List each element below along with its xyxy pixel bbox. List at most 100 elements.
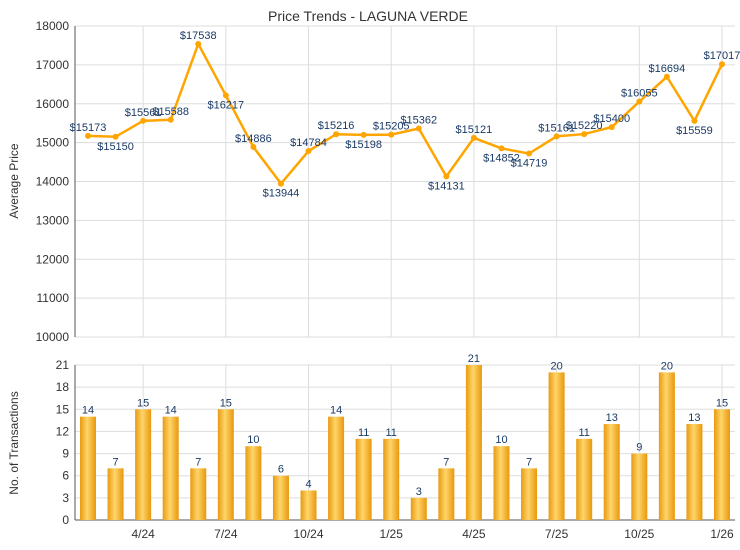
price-point — [498, 145, 505, 152]
transactions-data-label: 20 — [661, 360, 673, 372]
transactions-data-label: 10 — [247, 434, 259, 446]
transactions-data-label: 20 — [550, 360, 562, 372]
transactions-data-label: 14 — [165, 405, 177, 417]
price-data-label: $15150 — [97, 141, 134, 153]
transactions-y-tick-label: 9 — [62, 447, 69, 461]
transactions-bar — [576, 438, 593, 520]
price-y-tick-label: 13000 — [36, 213, 70, 227]
transactions-data-label: 11 — [386, 427, 397, 439]
price-data-label: $15161 — [538, 122, 575, 134]
transactions-data-label: 14 — [330, 405, 342, 417]
transactions-bar — [521, 468, 538, 520]
price-point — [250, 144, 257, 151]
price-point — [663, 73, 670, 80]
price-point — [305, 148, 312, 155]
price-y-tick-label: 14000 — [36, 175, 70, 189]
transactions-y-tick-label: 0 — [62, 513, 69, 527]
price-data-label: $15561 — [125, 107, 162, 119]
price-data-label: $14719 — [511, 158, 548, 170]
price-data-label: $16694 — [649, 63, 686, 75]
transactions-bar — [438, 468, 455, 520]
price-data-label: $15198 — [345, 139, 382, 151]
transactions-data-label: 7 — [113, 456, 119, 468]
price-data-label: $17017 — [704, 50, 740, 62]
price-point — [608, 124, 615, 131]
price-point — [222, 92, 229, 99]
price-y-tick-label: 12000 — [36, 252, 70, 266]
price-y-tick-label: 17000 — [36, 58, 70, 72]
price-data-label: $15400 — [593, 113, 630, 125]
price-point — [112, 133, 119, 140]
x-tick-label: 10/24 — [294, 527, 324, 541]
transactions-data-label: 7 — [443, 456, 449, 468]
transactions-bar — [714, 409, 730, 520]
price-point — [719, 61, 725, 68]
price-data-label: $15216 — [318, 120, 355, 132]
price-point — [636, 98, 643, 105]
transactions-bar — [245, 446, 262, 520]
transactions-bar — [328, 416, 345, 520]
price-y-tick-label: 11000 — [37, 291, 70, 305]
price-point — [470, 134, 477, 141]
price-line — [87, 40, 724, 186]
price-point — [277, 180, 284, 187]
transactions-data-label: 10 — [495, 434, 507, 446]
transactions-bar — [300, 490, 317, 520]
price-data-label: $15220 — [566, 120, 603, 132]
price-point — [167, 116, 174, 123]
transactions-bar — [410, 497, 427, 520]
price-point — [443, 173, 450, 180]
transactions-bar — [383, 438, 400, 520]
transactions-data-label: 21 — [468, 353, 480, 365]
transactions-data-label: 13 — [688, 412, 700, 424]
transactions-data-label: 11 — [358, 427, 369, 439]
price-point — [415, 125, 422, 132]
price-y-tick-label: 18000 — [36, 19, 70, 33]
transactions-data-label: 15 — [220, 397, 232, 409]
price-point — [85, 132, 91, 139]
transactions-data-label: 6 — [278, 464, 284, 476]
transactions-bar — [190, 468, 207, 520]
x-tick-label: 1/25 — [380, 527, 404, 541]
transactions-data-label: 11 — [578, 427, 589, 439]
price-point — [195, 40, 202, 47]
x-tick-label: 7/24 — [214, 527, 238, 541]
price-y-tick-label: 16000 — [36, 97, 70, 111]
transactions-data-label: 4 — [305, 478, 311, 490]
transactions-bar — [217, 409, 234, 520]
x-tick-label: 7/25 — [545, 527, 569, 541]
transactions-y-tick-label: 12 — [56, 424, 70, 438]
price-point — [140, 117, 147, 124]
chart-title: Price Trends - LAGUNA VERDE — [268, 8, 468, 24]
price-point — [526, 150, 533, 157]
price-data-label: $13944 — [263, 188, 300, 200]
transactions-bar — [107, 468, 124, 520]
transactions-data-label: 15 — [716, 397, 728, 409]
price-point — [553, 133, 560, 140]
price-data-label: $14784 — [290, 137, 327, 149]
price-point — [581, 131, 588, 138]
price-data-label: $15588 — [152, 106, 189, 118]
transactions-y-tick-label: 6 — [62, 469, 69, 483]
transactions-bar — [658, 372, 675, 520]
price-data-label: $17538 — [180, 30, 217, 42]
transactions-bar — [162, 416, 179, 520]
price-data-label: $15173 — [70, 122, 107, 134]
price-point — [333, 131, 340, 138]
x-tick-label: 1/26 — [710, 527, 734, 541]
price-point — [691, 117, 698, 124]
transactions-y-tick-label: 18 — [56, 380, 70, 394]
transactions-bar — [355, 438, 372, 520]
price-data-label: $14131 — [428, 180, 465, 192]
price-y-tick-label: 15000 — [36, 136, 70, 150]
price-data-label: $14886 — [235, 133, 272, 145]
transactions-bar — [465, 365, 482, 520]
x-tick-label: 10/25 — [624, 527, 654, 541]
transactions-y-tick-label: 3 — [62, 491, 69, 505]
transactions-y-axis-label: No. of Transactions — [7, 391, 21, 494]
price-data-label: $15205 — [373, 121, 410, 133]
price-point — [388, 131, 395, 138]
x-tick-label: 4/24 — [131, 527, 155, 541]
